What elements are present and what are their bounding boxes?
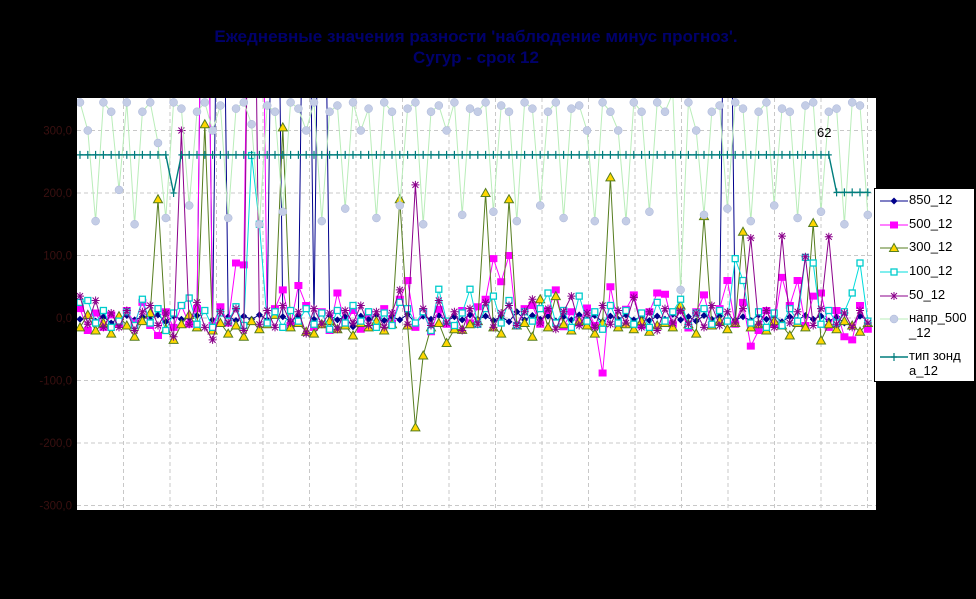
legend: 850_12 500_12 300_12 100_12 50_12 напр_5…	[874, 188, 975, 382]
y-tick-label: -200,0	[39, 438, 72, 450]
legend-item-100-12[interactable]: 100_12	[879, 263, 971, 279]
legend-item-50-12[interactable]: 50_12	[879, 287, 971, 303]
legend-item-500-12[interactable]: 500_12	[879, 216, 971, 232]
y-tick-label: 0,0	[56, 313, 72, 325]
legend-marker-50-12-icon	[880, 291, 908, 300]
legend-label-napr-500-12: напр_500_12	[909, 310, 967, 341]
series-напр_500_12	[77, 98, 873, 295]
legend-marker-300-12-icon	[880, 242, 908, 253]
chart-title-line1: Ежедневные значения разности 'наблюдение…	[214, 27, 738, 46]
y-tick-label: -300,0	[39, 501, 72, 513]
legend-item-tip-zonda-12[interactable]: тип зонда_12	[879, 348, 971, 378]
legend-label-50-12: 50_12	[909, 286, 946, 302]
legend-label-300-12: 300_12	[909, 239, 953, 255]
legend-item-napr-500-12[interactable]: напр_500_12	[879, 310, 971, 340]
point-label-62: 62	[817, 125, 832, 140]
legend-label-100-12: 100_12	[909, 262, 953, 278]
legend-label-tip-zonda-12: тип зонда_12	[909, 347, 961, 378]
series-50_12	[77, 98, 872, 344]
legend-label-500-12: 500_12	[909, 215, 953, 231]
legend-marker-500-12-icon	[880, 221, 908, 229]
legend-marker-100-12-icon	[880, 268, 908, 276]
y-tick-label: -100,0	[39, 376, 72, 388]
y-tick-label: 300,0	[43, 126, 72, 138]
legend-item-300-12[interactable]: 300_12	[879, 239, 971, 255]
legend-marker-napr-500-12-icon	[880, 315, 908, 324]
legend-label-850-12: 850_12	[909, 192, 953, 207]
series-layer	[77, 98, 874, 432]
chart-title-line2: Сугур - срок 12	[413, 48, 539, 67]
legend-marker-tip-zonda-12-icon	[880, 352, 908, 361]
legend-item-850-12[interactable]: 850_12	[879, 192, 971, 208]
series-тип зонда_12	[77, 150, 871, 197]
legend-marker-850-12-icon	[880, 197, 908, 205]
y-tick-label: 200,0	[43, 188, 72, 200]
y-tick-label: 100,0	[43, 251, 72, 263]
chart-title: Ежедневные значения разности 'наблюдение…	[0, 26, 952, 68]
